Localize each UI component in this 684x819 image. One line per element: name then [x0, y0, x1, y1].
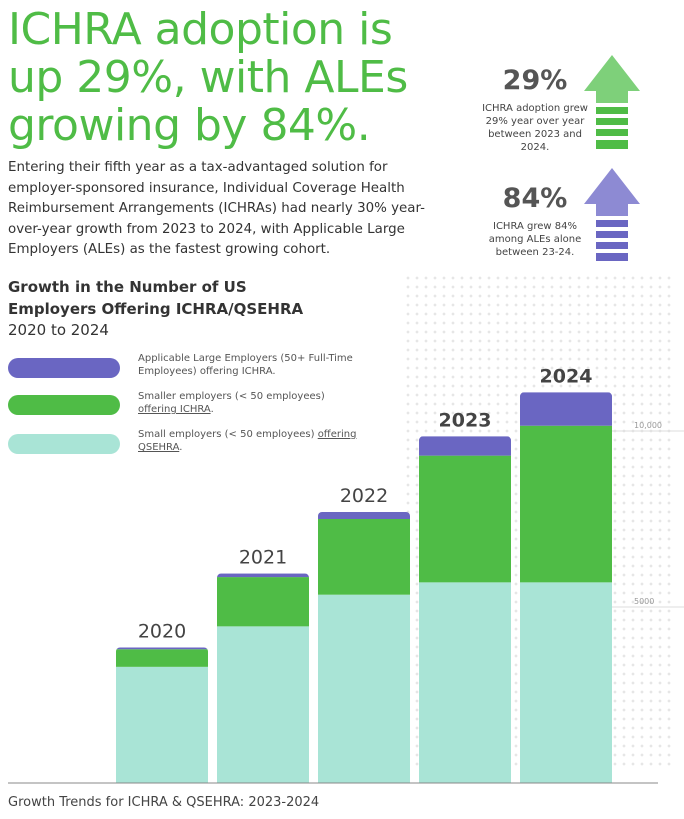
bar-label-2024: 2024 [540, 365, 593, 387]
legend-swatch [8, 434, 120, 454]
stat-ichra-growth: 29% ICHRA adoption grew 29% year over ye… [480, 66, 590, 154]
bar-label-2023: 2023 [439, 409, 492, 431]
legend-swatch [8, 358, 120, 378]
legend-label-link: offering QSEHRA [138, 429, 357, 453]
arrow-stripe [596, 118, 628, 125]
arrow-head [584, 168, 640, 216]
gridline-label: 5000 [634, 597, 654, 606]
bar-segment-2024-1 [520, 425, 612, 583]
chart-subtitle: 2020 to 2024 [8, 321, 109, 339]
gridline-label: 10,000 [634, 421, 662, 430]
bar-label-2022: 2022 [340, 485, 388, 507]
bar-segment-2024-2 [520, 392, 612, 426]
arrow-stripe [596, 253, 628, 261]
legend-swatch [8, 395, 120, 415]
bar-segment-2020-1 [116, 649, 208, 667]
bar-segment-2021-1 [217, 577, 309, 627]
arrow-stripe [596, 242, 628, 249]
arrow-head [584, 55, 640, 103]
legend-label: Smaller employers (< 50 employees) offer… [138, 390, 358, 416]
legend-label-text: Smaller employers (< 50 employees) [138, 391, 325, 402]
bar-segment-2021-0 [217, 626, 309, 783]
bar-label-2021: 2021 [239, 547, 287, 569]
stat-ichra-growth-text: ICHRA adoption grew 29% year over year b… [482, 103, 588, 153]
bar-segment-2023-2 [419, 436, 511, 456]
stacked-bar-chart: 10,000 5000 2020 2021 2022 2023 2024 [8, 276, 684, 784]
bar-segment-2022-2 [318, 511, 410, 519]
arrow-stripe [596, 129, 628, 136]
legend-label-text: Applicable Large Employers (50+ Full-Tim… [138, 353, 353, 377]
legend-label-text: Small employers (< 50 employees) [138, 429, 318, 440]
legend-label: Small employers (< 50 employees) offerin… [138, 428, 358, 454]
arrow-stripe [596, 107, 628, 114]
footer-caption: Growth Trends for ICHRA & QSEHRA: 2023-2… [8, 795, 320, 810]
bar-label-2020: 2020 [138, 620, 186, 642]
bar-segment-2023-1 [419, 455, 511, 583]
stat-ichra-growth-value: 29% [502, 65, 568, 96]
arrow-up-green-icon [584, 55, 640, 149]
bar-segment-2021-2 [217, 573, 309, 578]
bar-segment-2024-0 [520, 582, 612, 783]
bar-segment-2020-2 [116, 647, 208, 650]
bar-segment-2022-1 [318, 519, 410, 595]
arrow-up-purple-icon [584, 168, 640, 261]
headline: ICHRA adoption is up 29%, with ALEs grow… [8, 4, 408, 151]
bar-segment-2020-0 [116, 666, 208, 783]
arrow-stripe [596, 231, 628, 238]
intro-paragraph: Entering their fifth year as a tax-advan… [8, 160, 425, 257]
legend-label-link: offering ICHRA [138, 404, 211, 415]
arrow-stripe [596, 220, 628, 227]
chart-title: Growth in the Number of US Employers Off… [8, 278, 304, 318]
legend-label-end: . [210, 404, 214, 415]
arrow-stripe [596, 140, 628, 149]
bar-segment-2023-0 [419, 582, 511, 783]
legend-label-end: . [179, 442, 183, 453]
stat-ale-growth-value: 84% [502, 183, 568, 214]
bar-segment-2022-0 [318, 594, 410, 783]
stat-ale-growth-text: ICHRA grew 84% among ALEs alone between … [488, 221, 582, 258]
legend-label: Applicable Large Employers (50+ Full-Tim… [138, 352, 358, 378]
stat-ale-growth: 84% ICHRA grew 84% among ALEs alone betw… [480, 184, 590, 259]
